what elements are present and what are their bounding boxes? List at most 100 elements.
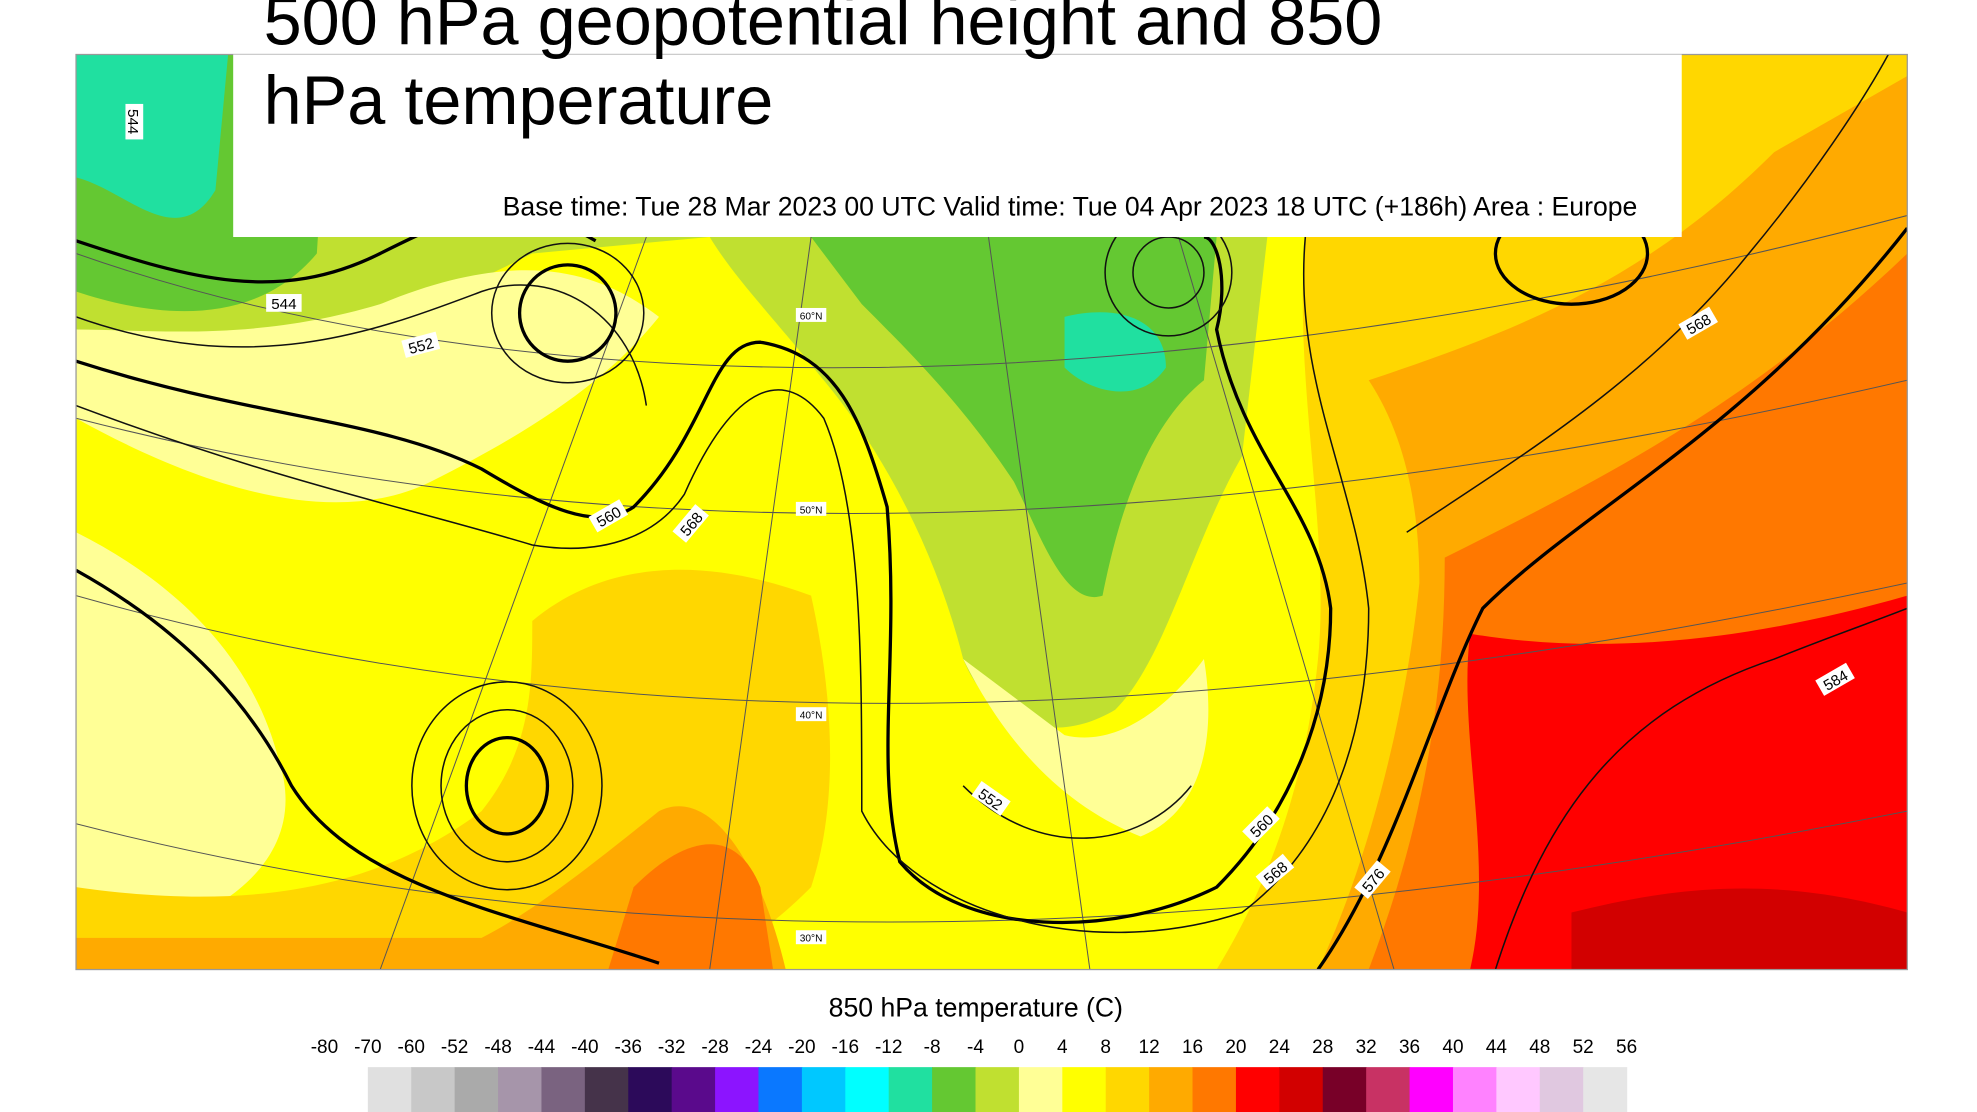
contour-label-bg xyxy=(971,781,1011,816)
graticule xyxy=(76,214,1908,970)
colorbar-label: 36 xyxy=(1399,1037,1420,1058)
colorbar-label: -24 xyxy=(745,1037,773,1058)
colorbar-label: -40 xyxy=(571,1037,598,1058)
colorbar-label: 16 xyxy=(1182,1037,1203,1058)
colorbar-swatch xyxy=(1539,1067,1584,1112)
contour-label-bg xyxy=(1354,860,1391,899)
colorbar-swatch xyxy=(1192,1067,1237,1112)
latitude-label-bg xyxy=(795,307,827,322)
colorbar-label: -28 xyxy=(701,1037,728,1058)
colorbar-label: -12 xyxy=(875,1037,902,1058)
temp-area xyxy=(608,844,774,970)
contour-label-bg xyxy=(266,294,302,312)
colorbar-swatch xyxy=(888,1067,933,1112)
temp-area xyxy=(76,270,659,503)
latitude-label: 30°N xyxy=(800,934,823,945)
contour-label-bg xyxy=(1242,806,1280,844)
temp-area xyxy=(76,54,229,218)
contour-label-bg xyxy=(1815,662,1855,696)
colorbar: -80 -70 -60 -52 -48 -44 -40 -36 -32 -28 -24 -20 -16-… xyxy=(311,1037,1637,1112)
latitude-label: 60°N xyxy=(800,311,823,322)
contour-label: 560 xyxy=(1242,806,1280,844)
colorbar-label: -60 xyxy=(398,1037,425,1058)
colorbar-label: -36 xyxy=(615,1037,642,1058)
colorbar-label: -80 xyxy=(311,1037,338,1058)
temp-area xyxy=(76,532,286,913)
contours xyxy=(76,54,1908,970)
contour-label-bg xyxy=(125,103,144,140)
colorbar-swatch xyxy=(1452,1067,1498,1112)
colorbar-swatch xyxy=(1018,1067,1063,1112)
colorbar-swatch xyxy=(671,1067,716,1112)
colorbar-swatch xyxy=(845,1067,890,1112)
colorbar-swatch xyxy=(1062,1067,1107,1112)
colorbar-swatch xyxy=(1583,1067,1628,1112)
colorbar-label: -4 xyxy=(967,1037,984,1058)
colorbar-label: -16 xyxy=(832,1037,859,1058)
colorbar-label: 24 xyxy=(1269,1037,1291,1058)
contour-label-text: 544 xyxy=(124,109,141,134)
colorbar-swatch xyxy=(715,1067,760,1112)
colorbar-label: 40 xyxy=(1442,1037,1463,1058)
subtitle: Base time: Tue 28 Mar 2023 00 UTC Valid … xyxy=(503,191,1638,221)
colorbar-swatch xyxy=(541,1067,586,1112)
colorbar-swatch xyxy=(584,1067,629,1112)
contour-label-bg xyxy=(1678,306,1718,340)
colorbar-label: -20 xyxy=(788,1037,815,1058)
colorbar-label: 8 xyxy=(1100,1037,1111,1058)
temp-area xyxy=(1467,595,1908,970)
colorbar-label: -32 xyxy=(658,1037,685,1058)
colorbar-swatch xyxy=(1149,1067,1194,1112)
colorbar-swatch xyxy=(801,1067,846,1112)
colorbar-label: 12 xyxy=(1139,1037,1160,1058)
contour-label: 544 xyxy=(124,103,144,140)
colorbar-title: 850 hPa temperature (C) xyxy=(829,992,1123,1022)
title-holder: 500 hPa geopotential height and 850 hPa … xyxy=(263,0,1383,140)
colorbar-label: -8 xyxy=(924,1037,941,1058)
contour-label-bg xyxy=(1255,853,1295,891)
colorbar-label: -52 xyxy=(441,1037,468,1058)
colorbar-label: 28 xyxy=(1312,1037,1333,1058)
title: 500 hPa geopotential height and 850 hPa … xyxy=(263,0,1383,140)
colorbar-swatch xyxy=(498,1067,543,1112)
colorbar-swatch xyxy=(1235,1067,1280,1112)
latitude-labels: 60°N 50°N 40°N 30°N xyxy=(795,307,827,945)
latitude-label-bg xyxy=(795,501,827,516)
colorbar-label: 56 xyxy=(1616,1037,1637,1058)
contour-label-bg xyxy=(588,499,629,533)
colorbar-swatch xyxy=(411,1067,456,1112)
temp-area xyxy=(76,806,786,970)
latitude-label: 50°N xyxy=(800,505,823,516)
colorbar-label: -48 xyxy=(484,1037,511,1058)
colorbar-swatch xyxy=(1105,1067,1150,1112)
contour-label-bg xyxy=(672,504,709,543)
temp-area xyxy=(1571,888,1908,970)
colorbar-swatch xyxy=(1409,1067,1454,1112)
colorbar-swatch xyxy=(367,1067,412,1112)
latitude-label-bg xyxy=(795,930,827,945)
colorbar-swatch xyxy=(758,1067,803,1112)
temp-area xyxy=(1064,312,1166,392)
colorbar-label: -44 xyxy=(528,1037,556,1058)
colorbar-swatch xyxy=(975,1067,1020,1112)
colorbar-label: -70 xyxy=(354,1037,381,1058)
latitude-label: 40°N xyxy=(800,711,823,722)
colorbar-swatch xyxy=(1496,1067,1541,1112)
colorbar-label: 4 xyxy=(1057,1037,1068,1058)
contour-label-text: 544 xyxy=(271,296,296,313)
colorbar-swatch xyxy=(1322,1067,1367,1112)
contour-label: 544 xyxy=(266,294,302,313)
colorbar-swatch xyxy=(1366,1067,1411,1112)
colorbar-swatch xyxy=(1279,1067,1324,1112)
header-box xyxy=(233,54,1682,238)
colorbar-label: 44 xyxy=(1486,1037,1508,1058)
latitude-label-bg xyxy=(795,707,827,722)
colorbar-label: 20 xyxy=(1225,1037,1246,1058)
colorbar-label: 32 xyxy=(1356,1037,1377,1058)
colorbar-swatch xyxy=(454,1067,499,1112)
temp-area xyxy=(963,659,1209,837)
contour-label-text: 552 xyxy=(407,335,436,358)
colorbar-label: 52 xyxy=(1573,1037,1594,1058)
